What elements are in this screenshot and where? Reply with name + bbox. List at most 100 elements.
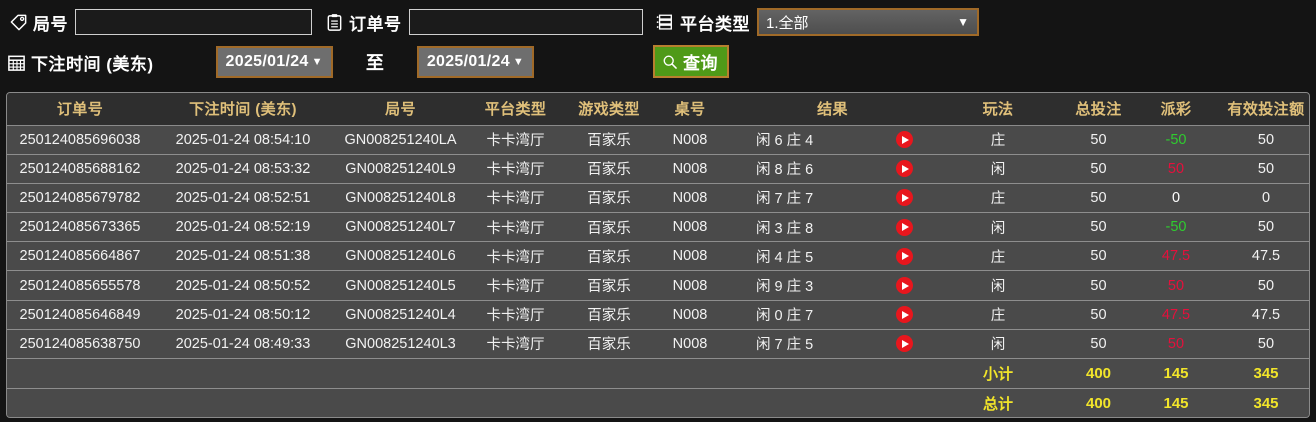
filter-round-no-label: 局号: [33, 14, 68, 34]
summary-payout: 145: [1141, 388, 1211, 417]
col-bet-time[interactable]: 下注时间 (美东): [153, 93, 333, 126]
server-stack-icon: [655, 12, 675, 32]
table-row[interactable]: 250124085679782 2025-01-24 08:52:51 GN0082…: [7, 183, 1309, 214]
table-body: 250124085696038 2025-01-24 08:54:10 GN0082…: [7, 125, 1309, 360]
cell-order-no: 250124085679782: [7, 183, 153, 214]
calendar-icon: [6, 52, 26, 72]
summary-empty-cell: [468, 388, 563, 417]
cell-game: 百家乐: [563, 212, 655, 243]
summary-total-bet: 400: [1056, 388, 1141, 417]
cell-result: 闲 7 庄 5: [725, 329, 940, 360]
query-button-label: 查询: [683, 54, 718, 73]
col-round-no[interactable]: 局号: [333, 93, 468, 126]
filter-round-no: 局号: [8, 9, 312, 35]
cell-result: 闲 6 庄 4: [725, 125, 940, 155]
play-video-icon[interactable]: [896, 189, 913, 207]
cell-game: 百家乐: [563, 125, 655, 155]
result-text: 闲 4 庄 5: [756, 249, 814, 266]
col-order-no[interactable]: 订单号: [7, 93, 153, 126]
cell-valid-bet: 50: [1211, 154, 1309, 184]
cell-round-no: GN008251240L3: [333, 329, 468, 360]
cell-platform: 卡卡湾厅: [468, 300, 563, 330]
cell-result: 闲 3 庄 8: [725, 212, 940, 243]
search-icon: [661, 53, 678, 70]
cell-payout: -50: [1141, 212, 1211, 243]
cell-result: 闲 4 庄 5: [725, 241, 940, 272]
cell-payout: 47.5: [1141, 300, 1211, 330]
cell-bet-time: 2025-01-24 08:53:32: [153, 154, 333, 184]
filter-order-no: 订单号: [324, 9, 643, 35]
cell-platform: 卡卡湾厅: [468, 241, 563, 272]
bet-history-table-container: 订单号 下注时间 (美东) 局号 平台类型 游戏类型 桌号 结果 玩法 总投注 …: [6, 92, 1310, 418]
cell-table: N008: [655, 270, 725, 301]
play-video-icon[interactable]: [896, 218, 913, 236]
cell-valid-bet: 0: [1211, 183, 1309, 214]
summary-empty-cell: [468, 358, 563, 389]
cell-valid-bet: 50: [1211, 329, 1309, 360]
summary-empty-cell: [7, 358, 153, 389]
col-payout[interactable]: 派彩: [1141, 93, 1211, 126]
col-total-bet[interactable]: 总投注: [1056, 93, 1141, 126]
cell-bet-time: 2025-01-24 08:52:19: [153, 212, 333, 243]
cell-payout: 47.5: [1141, 241, 1211, 272]
cell-valid-bet: 50: [1211, 212, 1309, 243]
cell-platform: 卡卡湾厅: [468, 125, 563, 155]
col-play-type[interactable]: 玩法: [940, 93, 1056, 126]
summary-valid-bet: 345: [1211, 388, 1309, 417]
bet-history-table: 订单号 下注时间 (美东) 局号 平台类型 游戏类型 桌号 结果 玩法 总投注 …: [7, 93, 1309, 417]
table-row[interactable]: 250124085655578 2025-01-24 08:50:52 GN0082…: [7, 270, 1309, 301]
col-platform[interactable]: 平台类型: [468, 93, 563, 126]
cell-play: 庄: [940, 183, 1056, 214]
play-video-icon[interactable]: [896, 277, 913, 295]
summary-empty-cell: [655, 388, 725, 417]
play-video-icon[interactable]: [896, 306, 913, 324]
filter-platform-type-label: 平台类型: [680, 14, 750, 34]
cell-valid-bet: 47.5: [1211, 300, 1309, 330]
summary-empty-cell: [7, 388, 153, 417]
cell-table: N008: [655, 212, 725, 243]
play-video-icon[interactable]: [896, 131, 913, 149]
filter-bet-time-label: 下注时间 (美东): [31, 54, 154, 74]
cell-table: N008: [655, 300, 725, 330]
date-range-separator: 至: [365, 53, 384, 73]
cell-total-bet: 50: [1056, 300, 1141, 330]
bet-time-from-picker[interactable]: 2025/01/24 ▼: [215, 46, 333, 78]
summary-empty-cell: [153, 388, 333, 417]
cell-total-bet: 50: [1056, 241, 1141, 272]
cell-bet-time: 2025-01-24 08:49:33: [153, 329, 333, 360]
col-valid-bet[interactable]: 有效投注额: [1211, 93, 1309, 126]
summary-row: 小计 400 145 345: [7, 358, 1309, 389]
table-row[interactable]: 250124085646849 2025-01-24 08:50:12 GN0082…: [7, 300, 1309, 330]
cell-play: 庄: [940, 300, 1056, 330]
query-button[interactable]: 查询: [653, 45, 729, 78]
bet-time-to-picker[interactable]: 2025/01/24 ▼: [416, 46, 535, 78]
cell-game: 百家乐: [563, 241, 655, 272]
play-video-icon[interactable]: [896, 247, 913, 265]
round-no-input[interactable]: [75, 9, 312, 35]
cell-bet-time: 2025-01-24 08:52:51: [153, 183, 333, 214]
summary-empty-cell: [725, 388, 940, 417]
cell-play: 闲: [940, 270, 1056, 301]
query-button-wrap: 查询: [653, 45, 729, 78]
summary-label: 总计: [940, 388, 1056, 417]
cell-bet-time: 2025-01-24 08:50:12: [153, 300, 333, 330]
col-result[interactable]: 结果: [725, 93, 940, 126]
table-row[interactable]: 250124085664867 2025-01-24 08:51:38 GN0082…: [7, 241, 1309, 272]
cell-round-no: GN008251240LA: [333, 125, 468, 155]
col-game-type[interactable]: 游戏类型: [563, 93, 655, 126]
table-row[interactable]: 250124085673365 2025-01-24 08:52:19 GN0082…: [7, 212, 1309, 243]
bet-time-from-value: 2025/01/24: [225, 53, 309, 70]
table-row[interactable]: 250124085688162 2025-01-24 08:53:32 GN0082…: [7, 154, 1309, 184]
col-table-no[interactable]: 桌号: [655, 93, 725, 126]
order-no-input[interactable]: [408, 9, 643, 35]
chevron-down-icon: ▼: [512, 55, 525, 68]
table-row[interactable]: 250124085638750 2025-01-24 08:49:33 GN0082…: [7, 329, 1309, 360]
cell-table: N008: [655, 183, 725, 214]
platform-type-select[interactable]: 1.全部 ▼: [757, 8, 979, 36]
cell-game: 百家乐: [563, 329, 655, 360]
play-video-icon[interactable]: [896, 160, 913, 178]
table-row[interactable]: 250124085696038 2025-01-24 08:54:10 GN0082…: [7, 125, 1309, 155]
play-video-icon[interactable]: [896, 335, 913, 353]
chevron-down-icon: ▼: [311, 55, 323, 68]
cell-total-bet: 50: [1056, 212, 1141, 243]
